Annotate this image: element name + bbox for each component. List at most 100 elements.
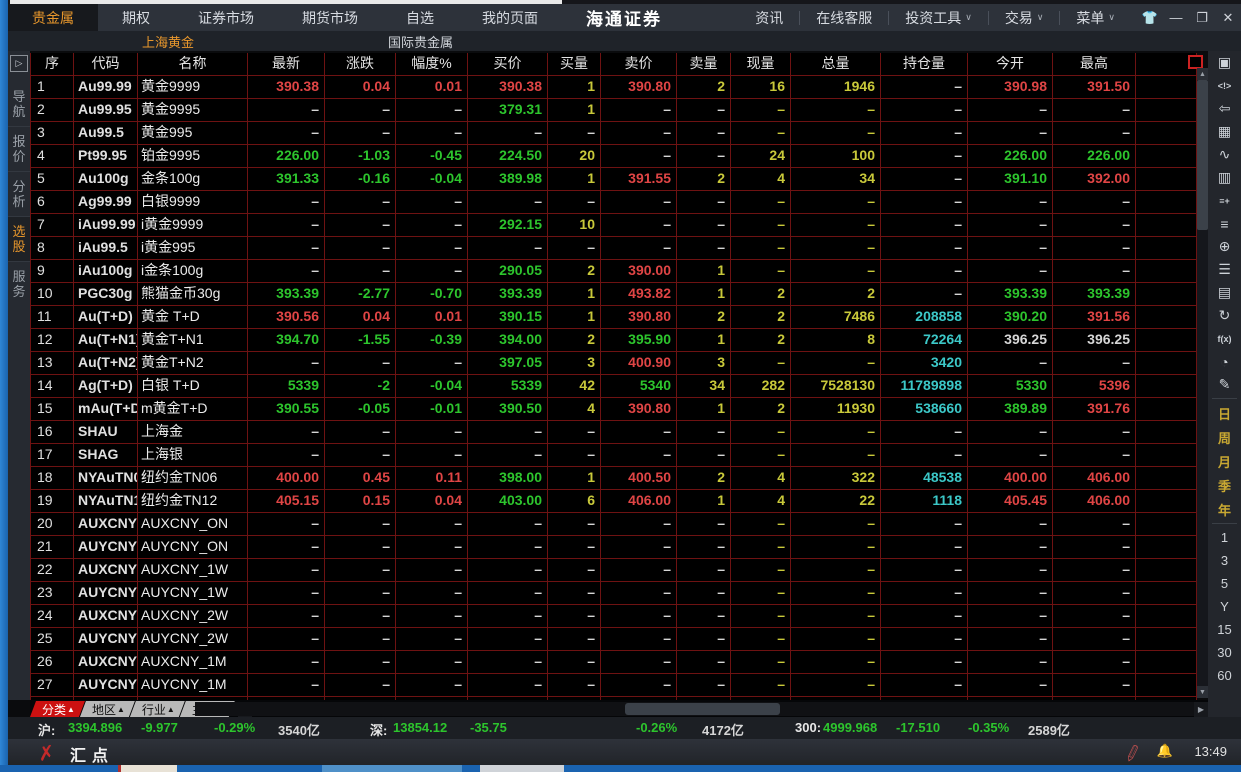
table-row[interactable]: 10 PGC30g 熊猫金币30g 393.39 -2.77 -0.70 393.39 1 49… xyxy=(31,283,1197,306)
taskbar-item[interactable] xyxy=(118,765,177,772)
refresh-icon[interactable]: ↻ xyxy=(1218,307,1231,323)
taskbar-item[interactable] xyxy=(480,765,564,772)
table-row[interactable]: 11 Au(T+D) 黄金 T+D 390.56 0.04 0.01 390.15 1 390.… xyxy=(31,306,1197,329)
table-row[interactable]: 13 Au(T+N2) 黄金T+N2– – –397.05 3 400.90 3– –3420–… xyxy=(31,352,1197,375)
column-header[interactable]: 涨跌 xyxy=(325,53,396,75)
period-年[interactable]: 年 xyxy=(1217,502,1231,518)
table-row[interactable]: 9 iAu100g i金条100g – – –290.05 2 390.00 1– – – – – xyxy=(31,260,1197,283)
menu-tab-证券市场[interactable]: 证券市场 xyxy=(198,9,254,26)
table-row[interactable]: 8 iAu99.5 i黄金995– – – – – – – – – – – – xyxy=(31,237,1197,260)
table-row[interactable]: 4 Pt99.95 铂金9995 226.00 -1.03 -0.45 224.50 20– –… xyxy=(31,145,1197,168)
table-row[interactable]: 5 Au100g 金条100g 391.33 -0.16 -0.04 389.98 1 391.… xyxy=(31,168,1197,191)
scroll-up-icon[interactable]: ▲ xyxy=(1197,68,1208,80)
column-header[interactable]: 卖价 xyxy=(601,53,677,75)
scroll-down-icon[interactable]: ▼ xyxy=(1197,686,1208,698)
back-arrow-icon[interactable]: ⇦ xyxy=(1218,100,1231,116)
period-Y[interactable]: Y xyxy=(1220,599,1229,614)
skin-icon[interactable]: 👕 xyxy=(1141,9,1159,25)
period-5[interactable]: 5 xyxy=(1220,576,1229,591)
trend-chart-icon[interactable]: ∿ xyxy=(1218,146,1231,162)
menu-tab-我的页面[interactable]: 我的页面 xyxy=(482,9,538,26)
bullet-list-icon[interactable]: ☰ xyxy=(1218,261,1231,277)
column-header[interactable]: 总量 xyxy=(791,53,881,75)
table-row[interactable]: 19NYAuTN12纽约金TN12405.150.150.04403.00640… xyxy=(31,490,1197,513)
rail-item-选股[interactable]: 选股 xyxy=(8,216,30,261)
kline-chart-icon[interactable]: ▥ xyxy=(1217,169,1232,185)
vertical-scroll-thumb[interactable] xyxy=(1197,80,1208,230)
bottom-tab-分类[interactable]: 分类 ▲ xyxy=(30,701,85,717)
menu-tab-贵金属[interactable]: 贵金属 xyxy=(8,4,98,31)
menu-item-交易[interactable]: 交易 ∨ xyxy=(1004,9,1044,26)
table-row[interactable]: 15mAu(T+D)m黄金T+D390.55-0.05-0.01390.5043… xyxy=(31,398,1197,421)
period-周[interactable]: 周 xyxy=(1217,430,1231,446)
period-30[interactable]: 30 xyxy=(1217,645,1232,660)
column-header[interactable]: 今开 xyxy=(968,53,1053,75)
column-header[interactable]: 卖量 xyxy=(677,53,731,75)
table-row[interactable]: 2 Au99.95 黄金9995– – –379.31 1– – – – – – – xyxy=(31,99,1197,122)
period-月[interactable]: 月 xyxy=(1217,454,1231,470)
timer-icon[interactable]: ◔ xyxy=(1220,353,1229,370)
period-3[interactable]: 3 xyxy=(1220,553,1229,568)
rail-item-分析[interactable]: 分析 xyxy=(8,171,30,216)
column-header[interactable]: 持仓量 xyxy=(881,53,968,75)
pencil-icon[interactable]: ✎ xyxy=(1218,376,1231,392)
menu-tab-期货市场[interactable]: 期货市场 xyxy=(302,9,358,26)
table-row[interactable]: 6 Ag99.99 白银9999– – – – – – – – – – – – xyxy=(31,191,1197,214)
column-header[interactable]: 最高 xyxy=(1053,53,1136,75)
menu-item-菜单[interactable]: 菜单 ∨ xyxy=(1076,9,1115,26)
rail-item-导航[interactable]: 导航 xyxy=(12,89,26,119)
column-header[interactable]: 名称 xyxy=(138,53,248,75)
horizontal-scroll-thumb[interactable] xyxy=(625,703,780,715)
column-header[interactable]: 买量 xyxy=(548,53,601,75)
rail-item-服务[interactable]: 服务 xyxy=(8,261,30,306)
subtab-国际贵金属[interactable]: 国际贵金属 xyxy=(388,34,454,50)
list-add-icon[interactable]: ≡+ xyxy=(1219,195,1230,206)
period-季[interactable]: 季 xyxy=(1217,478,1231,494)
column-header[interactable]: 幅度% xyxy=(396,53,468,75)
column-header[interactable]: 最新 xyxy=(248,53,325,75)
menu-item-投资工具[interactable]: 投资工具 ∨ xyxy=(905,9,972,26)
bottom-tab-地区[interactable]: 地区 ▲ xyxy=(80,701,135,717)
close-button[interactable]: ✕ xyxy=(1222,9,1234,25)
list-icon[interactable]: ≡ xyxy=(1220,215,1229,232)
period-1[interactable]: 1 xyxy=(1220,530,1229,545)
code-view-icon[interactable]: <!> xyxy=(1217,80,1232,91)
quote-grid-icon[interactable]: ▦ xyxy=(1217,123,1232,139)
cascade-windows-icon[interactable]: ▣ xyxy=(1217,54,1232,70)
bottom-tab-行业[interactable]: 行业 ▲ xyxy=(130,701,185,717)
maximize-button[interactable]: ❐ xyxy=(1196,9,1208,25)
menu-item-资讯[interactable]: 资讯 xyxy=(755,9,784,26)
function-icon[interactable]: f(x) xyxy=(1217,333,1232,344)
document-icon[interactable]: ▤ xyxy=(1217,284,1232,300)
menu-item-在线客服[interactable]: 在线客服 xyxy=(816,9,873,26)
table-row[interactable]: 17 SHAG 上海银 – – – – – – – – – – – – xyxy=(31,444,1197,467)
subtab-上海黄金[interactable]: 上海黄金 xyxy=(142,34,195,50)
zoom-in-icon[interactable]: ⊕ xyxy=(1218,238,1231,254)
period-日[interactable]: 日 xyxy=(1217,406,1231,422)
vertical-scrollbar[interactable]: ▲ ▼ xyxy=(1197,68,1208,698)
column-header[interactable]: 序 xyxy=(31,53,74,75)
table-row[interactable]: 12 Au(T+N1) 黄金T+N1 394.70 -1.55 -0.39 394.00 2 3… xyxy=(31,329,1197,352)
table-row[interactable]: 3 Au99.5 黄金995– – – – – – – – – – – – xyxy=(31,122,1197,145)
menu-tab-自选[interactable]: 自选 xyxy=(406,9,434,26)
horizontal-scrollbar[interactable] xyxy=(195,702,1195,716)
expand-panel-icon[interactable]: ▷ xyxy=(10,55,28,72)
table-row[interactable]: 16 SHAU 上海金 – – – – – – – – – – – – xyxy=(31,421,1197,444)
taskbar-item[interactable] xyxy=(322,765,462,772)
table-row[interactable]: 7 iAu99.99 i黄金9999– – –292.15 10– – – – – – – xyxy=(31,214,1197,237)
rail-item-报价[interactable]: 报价 xyxy=(8,126,30,171)
minimize-button[interactable]: — xyxy=(1169,10,1183,25)
hscroll-right-icon[interactable]: ▶ xyxy=(1194,702,1208,717)
table-row[interactable]: 14 Ag(T+D) 白银 T+D 5339 -2 -0.04 5339 42 5340 34 28… xyxy=(31,375,1197,398)
table-row[interactable]: 18NYAuTN06纽约金TN06400.000.450.11398.00140… xyxy=(31,467,1197,490)
table-row[interactable]: 1 Au99.99 黄金9999 390.38 0.04 0.01 390.38 1 390.8… xyxy=(31,76,1197,99)
column-header[interactable]: 代码 xyxy=(74,53,138,75)
period-15[interactable]: 15 xyxy=(1217,622,1232,637)
